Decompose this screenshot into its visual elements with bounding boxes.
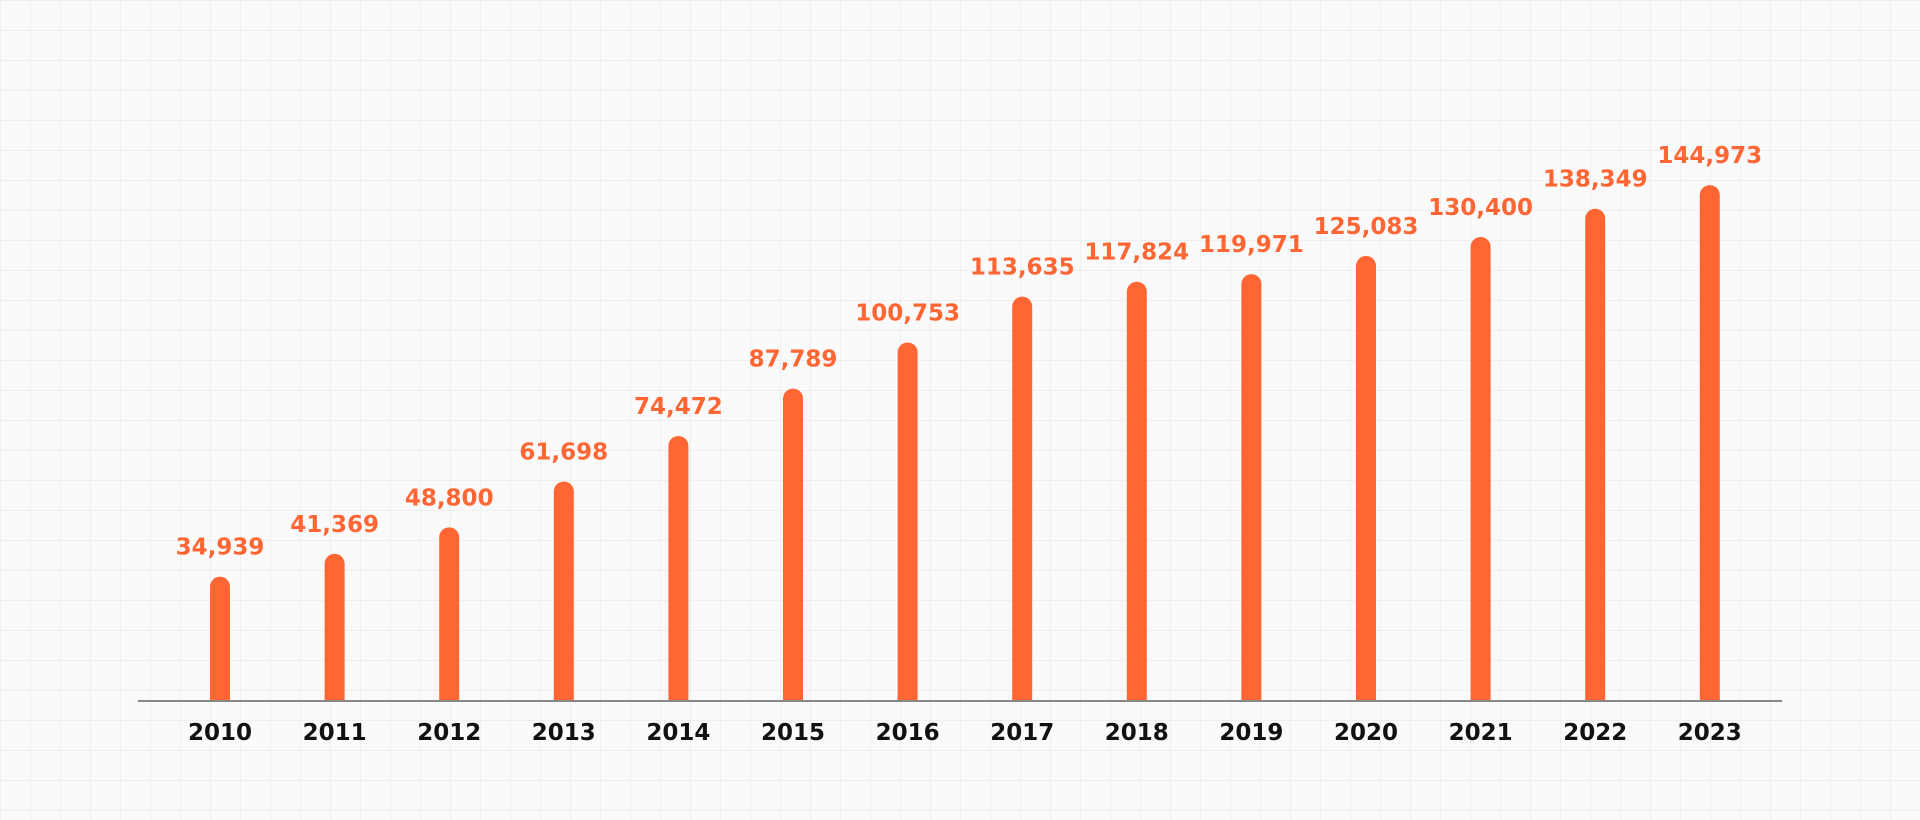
x-tick-label-2017: 2017 xyxy=(990,720,1054,746)
value-label-2011: 41,369 xyxy=(290,512,379,538)
bar-2011 xyxy=(324,553,345,701)
bar-2013 xyxy=(553,481,574,701)
bar-2017 xyxy=(1012,296,1033,701)
bar-2012 xyxy=(439,527,460,701)
x-tick-label-2018: 2018 xyxy=(1105,720,1169,746)
value-label-2018: 117,824 xyxy=(1084,240,1189,266)
x-tick-label-2015: 2015 xyxy=(761,720,825,746)
bar-2020 xyxy=(1356,255,1376,702)
value-label-2016: 100,753 xyxy=(855,300,960,326)
value-labels-group: 34,939 41,369 48,800 61,698 74,472 87,789 100,… xyxy=(176,143,1763,561)
value-label-2017: 113,635 xyxy=(970,255,1075,281)
x-tick-label-2011: 2011 xyxy=(303,720,367,746)
bars-group xyxy=(210,185,1720,702)
tick-labels-group: 2010 2011 2012 2013 2014 2015 2016 2017 2018 2019… xyxy=(188,720,1742,746)
x-tick-label-2013: 2013 xyxy=(532,720,596,746)
value-label-2012: 48,800 xyxy=(405,485,494,511)
bar-2015 xyxy=(783,388,803,701)
x-tick-label-2019: 2019 xyxy=(1219,720,1283,746)
x-tick-label-2010: 2010 xyxy=(188,720,252,746)
bar-2014 xyxy=(668,435,689,701)
value-label-2023: 144,973 xyxy=(1657,143,1762,169)
x-tick-label-2016: 2016 xyxy=(876,720,940,746)
x-tick-label-2012: 2012 xyxy=(417,720,481,746)
x-tick-label-2014: 2014 xyxy=(646,720,710,746)
value-label-2013: 61,698 xyxy=(519,439,608,465)
bar-2023 xyxy=(1699,185,1720,701)
value-label-2021: 130,400 xyxy=(1428,195,1533,221)
value-label-2015: 87,789 xyxy=(749,347,838,373)
bar-2010 xyxy=(210,576,230,701)
bar-2018 xyxy=(1126,281,1147,701)
x-tick-label-2023: 2023 xyxy=(1678,720,1742,746)
bar-2016 xyxy=(897,342,918,701)
value-label-2022: 138,349 xyxy=(1543,167,1648,193)
value-label-2019: 119,971 xyxy=(1199,232,1304,258)
bar-2022 xyxy=(1585,208,1606,701)
value-label-2014: 74,472 xyxy=(634,394,723,420)
bar-2021 xyxy=(1470,236,1491,701)
value-label-2020: 125,083 xyxy=(1314,214,1419,240)
x-tick-label-2021: 2021 xyxy=(1449,720,1513,746)
bar-2019 xyxy=(1241,274,1262,701)
value-label-2010: 34,939 xyxy=(176,535,265,561)
x-tick-label-2020: 2020 xyxy=(1334,720,1398,746)
x-tick-label-2022: 2022 xyxy=(1563,720,1627,746)
